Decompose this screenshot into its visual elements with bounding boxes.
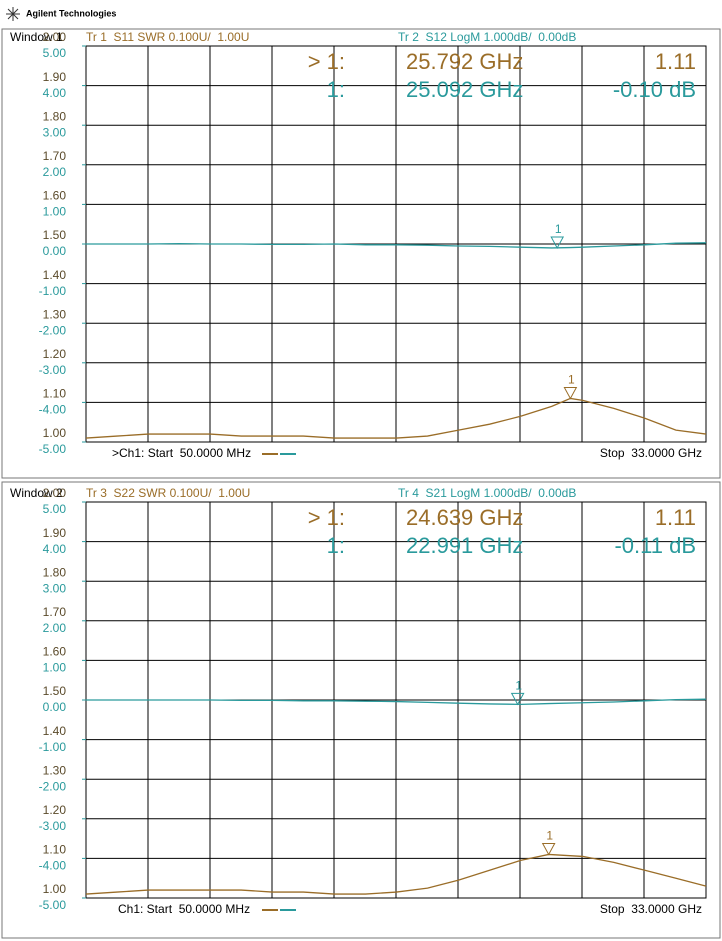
y-tick-label: 1.50 [43, 228, 67, 242]
y-tick-label: 1.10 [43, 843, 67, 857]
y2-tick-label: 0.00 [43, 244, 67, 258]
y-tick-label: 1.30 [43, 307, 67, 321]
y2-tick-label: 4.00 [43, 542, 67, 556]
trace [86, 698, 707, 706]
y-tick-label: 1.50 [43, 684, 67, 698]
y-tick-label: 1.40 [43, 268, 67, 282]
marker-id: 1 [546, 829, 553, 843]
y2-tick-label: 1.00 [43, 205, 67, 219]
y-tick-label: 2.00 [43, 486, 67, 500]
trace-header: Tr 2 S12 LogM 1.000dB/ 0.00dB [398, 30, 576, 44]
y-tick-label: 1.80 [43, 565, 67, 579]
window-frame [1, 28, 721, 479]
brand-logo [6, 7, 20, 21]
y-tick-label: 1.00 [43, 426, 67, 440]
trace-header: Tr 3 S22 SWR 0.100U/ 1.00U [86, 486, 250, 500]
y-tick-label: 1.20 [43, 803, 67, 817]
y-tick-label: 1.80 [43, 109, 67, 123]
trace-header: Tr 4 S21 LogM 1.000dB/ 0.00dB [398, 486, 576, 500]
y2-tick-label: -1.00 [39, 284, 67, 298]
marker [541, 842, 556, 856]
y2-tick-label: 1.00 [43, 661, 67, 675]
stop-label: Stop 33.0000 GHz [600, 902, 702, 916]
marker-x: 24.639 GHz [406, 505, 523, 530]
y-tick-label: 1.90 [43, 70, 67, 84]
y-tick-label: 1.70 [43, 149, 67, 163]
y2-tick-label: -3.00 [39, 819, 67, 833]
marker-value: -0.11 dB [614, 533, 696, 558]
window-frame [1, 481, 721, 939]
trace [85, 853, 707, 895]
y2-tick-label: -2.00 [39, 323, 67, 337]
y2-tick-label: 0.00 [43, 700, 67, 714]
marker-x: 25.792 GHz [406, 49, 523, 74]
marker-x: 22.991 GHz [406, 533, 523, 558]
y-tick-label: 1.60 [43, 645, 67, 659]
marker-value: 1.11 [655, 49, 696, 74]
marker-readout: > 1: [308, 505, 345, 530]
y2-tick-label: 5.00 [43, 502, 67, 516]
y-tick-label: 1.70 [43, 605, 67, 619]
marker-readout: 1: [327, 77, 345, 102]
brand: Agilent Technologies [26, 8, 116, 18]
marker [563, 386, 578, 400]
start-label: >Ch1: Start 50.0000 MHz [112, 446, 251, 460]
y2-tick-label: 5.00 [43, 46, 67, 60]
y2-tick-label: -5.00 [39, 898, 67, 912]
y-tick-label: 1.40 [43, 724, 67, 738]
y2-tick-label: -1.00 [39, 740, 67, 754]
y2-tick-label: 4.00 [43, 86, 67, 100]
marker [550, 236, 565, 250]
marker-value: 1.11 [655, 505, 696, 530]
y-tick-label: 2.00 [43, 30, 67, 44]
marker-value: -0.10 dB [613, 77, 696, 102]
y2-tick-label: -5.00 [39, 442, 67, 456]
y2-tick-label: -4.00 [39, 859, 67, 873]
y-tick-label: 1.20 [43, 347, 67, 361]
y-tick-label: 1.00 [43, 882, 67, 896]
marker-readout: 1: [327, 533, 345, 558]
y-tick-label: 1.10 [43, 387, 67, 401]
marker-readout: > 1: [308, 49, 345, 74]
marker-x: 25.092 GHz [406, 77, 523, 102]
y-tick-label: 1.60 [43, 189, 67, 203]
trace [86, 242, 707, 249]
y-tick-label: 1.30 [43, 763, 67, 777]
marker-id: 1 [515, 679, 522, 693]
y2-tick-label: -4.00 [39, 403, 67, 417]
window-label: Window 2 [10, 486, 63, 500]
y2-tick-label: 2.00 [43, 165, 67, 179]
marker-id: 1 [568, 373, 575, 387]
y2-tick-label: 2.00 [43, 621, 67, 635]
y2-tick-label: 3.00 [43, 125, 67, 139]
y-tick-label: 1.90 [43, 526, 67, 540]
trace-header: Tr 1 S11 SWR 0.100U/ 1.00U [86, 30, 249, 44]
y2-tick-label: -2.00 [39, 779, 67, 793]
marker [510, 692, 525, 706]
window-label: Window 1 [10, 30, 63, 44]
y2-tick-label: 3.00 [43, 581, 67, 595]
marker-id: 1 [555, 222, 562, 236]
trace [85, 397, 707, 439]
start-label: Ch1: Start 50.0000 MHz [118, 902, 250, 916]
y2-tick-label: -3.00 [39, 363, 67, 377]
stop-label: Stop 33.0000 GHz [600, 446, 702, 460]
